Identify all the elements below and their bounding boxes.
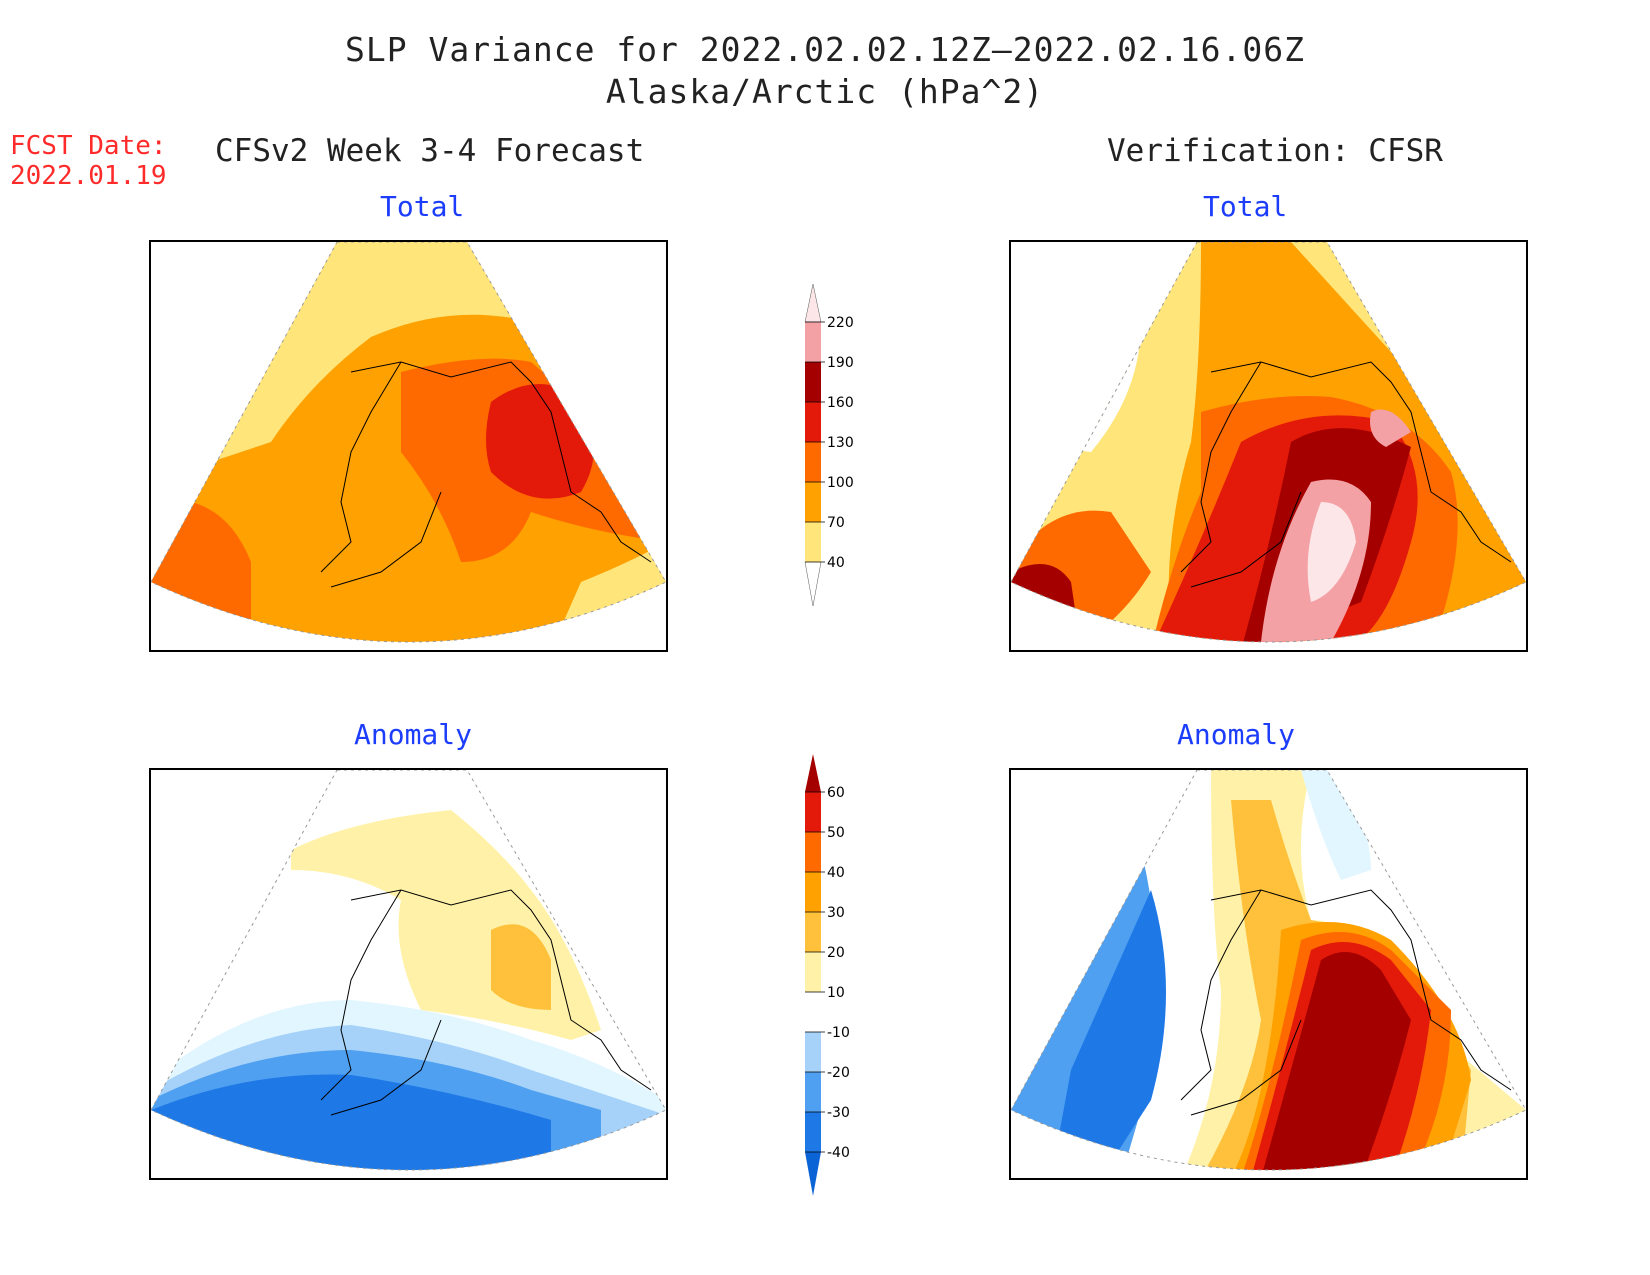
colorbar-total-label-0: 40 [827, 555, 845, 571]
verification-total-label: Total [1203, 190, 1288, 223]
verification-total-contour-north-max [1370, 409, 1411, 447]
colorbar-anomaly-swatch-0 [805, 1112, 821, 1152]
main-title: SLP Variance for 2022.02.02.12Z—2022.02.… [345, 30, 1305, 69]
colorbar-anomaly-top-cap [805, 754, 821, 792]
verification-anomaly-label: Anomaly [1177, 718, 1296, 751]
colorbar-total-swatch-1 [805, 482, 821, 522]
colorbar-total-label-3: 130 [827, 435, 854, 451]
colorbar-total-label-4: 160 [827, 395, 854, 411]
colorbar-anomaly-label-5: 20 [827, 945, 845, 961]
colorbar-total-swatch-3 [805, 402, 821, 442]
colorbar-anomaly-swatch-6 [805, 872, 821, 912]
colorbar-anomaly-bottom-cap [805, 1152, 821, 1196]
colorbar-total-label-6: 220 [827, 315, 854, 331]
forecast-anomaly-domain-outline [151, 770, 666, 1171]
colorbar-anomaly-swatch-3 [805, 992, 821, 1032]
verification-anomaly-map [1009, 768, 1528, 1180]
forecast-anomaly-coastline [320, 889, 652, 1116]
forecast-total-label: Total [380, 190, 465, 223]
forecast-anomaly-contour-20-30 [491, 924, 551, 1010]
colorbar-total-swatch-5 [805, 322, 821, 362]
forecast-total-domain-outline [151, 242, 666, 643]
colorbar-anomaly-label-4: 10 [827, 985, 845, 1001]
verification-total-map [1009, 240, 1528, 652]
colorbar-total: 40 70 100 130 160 190 220 [795, 282, 865, 616]
colorbar-anomaly-label-3: -10 [827, 1025, 850, 1041]
colorbar-anomaly-label-6: 30 [827, 905, 845, 921]
colorbar-anomaly-swatch-4 [805, 952, 821, 992]
colorbar-anomaly-swatch-2 [805, 1032, 821, 1072]
forecast-total-contour-130-160 [486, 384, 594, 499]
colorbar-total-label-2: 100 [827, 475, 854, 491]
colorbar-total-label-5: 190 [827, 355, 854, 371]
verification-total-contour-220-plus [1307, 502, 1356, 602]
verification-anomaly-domain-outline [1011, 770, 1526, 1171]
colorbar-anomaly-label-1: -30 [827, 1105, 850, 1121]
forecast-header: CFSv2 Week 3-4 Forecast [215, 133, 645, 169]
verification-anomaly-contour-60-plus [1261, 952, 1411, 1170]
colorbar-anomaly-label-2: -20 [827, 1065, 850, 1081]
verification-anomaly-contour-neg40 [1051, 890, 1166, 1170]
sub-title: Alaska/Arctic (hPa^2) [605, 72, 1045, 111]
colorbar-anomaly: -40 -30 -20 -10 10 20 30 40 50 60 [795, 752, 865, 1206]
colorbar-anomaly-swatch-7 [805, 832, 821, 872]
verification-anomaly-coastline [1180, 889, 1512, 1116]
fcst-date-label: FCST Date: [10, 131, 167, 161]
colorbar-anomaly-swatch-8 [805, 792, 821, 832]
verification-total-domain-outline [1011, 242, 1526, 643]
colorbar-anomaly-label-7: 40 [827, 865, 845, 881]
colorbar-anomaly-label-8: 50 [827, 825, 845, 841]
fcst-date-value: 2022.01.19 [10, 161, 167, 191]
forecast-anomaly-label: Anomaly [354, 718, 473, 751]
colorbar-total-label-1: 70 [827, 515, 845, 531]
colorbar-anomaly-swatch-1 [805, 1072, 821, 1112]
verification-header: Verification: CFSR [1107, 133, 1443, 169]
colorbar-total-top-cap [804, 283, 822, 323]
colorbar-anomaly-label-0: -40 [827, 1145, 850, 1161]
colorbar-total-swatch-2 [805, 442, 821, 482]
colorbar-total-swatch-0 [805, 522, 821, 562]
forecast-total-map [149, 240, 668, 652]
forecast-anomaly-map [149, 768, 668, 1180]
forecast-total-coastline [320, 361, 652, 588]
colorbar-total-swatch-4 [805, 362, 821, 402]
colorbar-total-bottom-cap [804, 561, 822, 607]
verification-total-coastline [1180, 361, 1512, 588]
colorbar-anomaly-label-9: 60 [827, 785, 845, 801]
colorbar-anomaly-swatch-5 [805, 912, 821, 952]
